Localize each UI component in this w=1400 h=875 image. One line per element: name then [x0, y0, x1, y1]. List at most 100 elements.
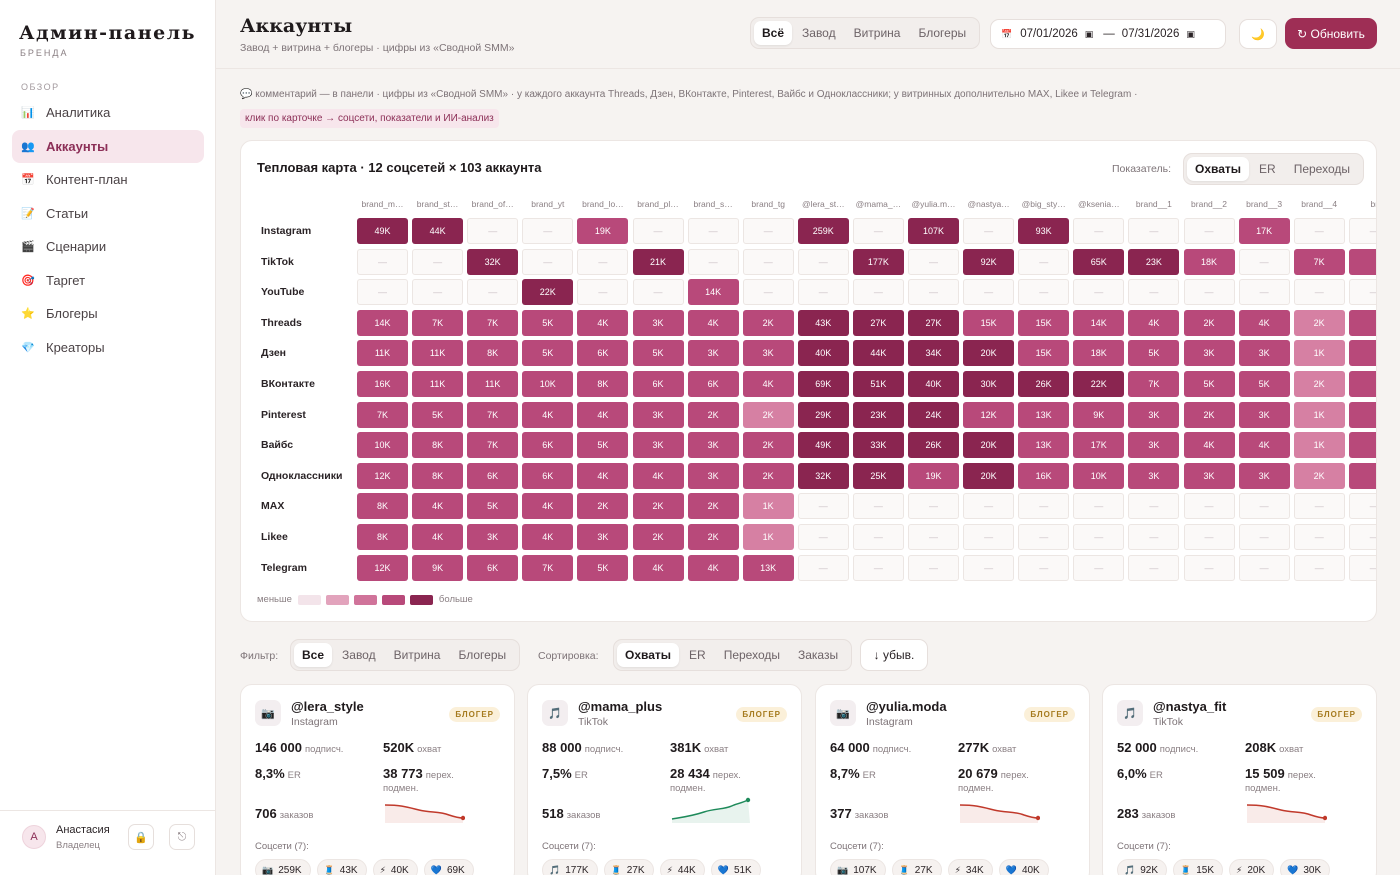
- heatmap-cell[interactable]: 27K: [852, 309, 904, 336]
- heatmap-cell[interactable]: —: [357, 279, 408, 306]
- heatmap-cell[interactable]: 5K: [632, 340, 684, 367]
- sort-tab-0[interactable]: Охваты: [617, 643, 680, 667]
- heatmap-cell[interactable]: 4K: [577, 462, 629, 489]
- heatmap-cell[interactable]: —: [1073, 279, 1125, 306]
- heatmap-cell[interactable]: —: [1073, 493, 1125, 520]
- heatmap-cell[interactable]: 51K: [852, 371, 904, 397]
- heatmap-cell[interactable]: —: [1073, 218, 1125, 244]
- heatmap-cell[interactable]: 22K: [1073, 371, 1125, 397]
- heatmap-cell[interactable]: 177K: [852, 248, 904, 275]
- heatmap-cell[interactable]: 4K: [742, 371, 794, 397]
- heatmap-cell[interactable]: 5K: [522, 309, 574, 336]
- heatmap-cell[interactable]: —: [1293, 279, 1345, 306]
- social-chip[interactable]: 🎵 92K: [1117, 859, 1168, 875]
- heatmap-column-header[interactable]: brand__3: [1246, 199, 1283, 209]
- heatmap-cell[interactable]: —: [577, 279, 629, 306]
- heatmap-cell[interactable]: —: [908, 554, 959, 581]
- heatmap-cell[interactable]: 3K: [577, 524, 629, 550]
- heatmap-cell[interactable]: 10K: [357, 432, 408, 459]
- heatmap-cell[interactable]: 3K: [1128, 401, 1180, 428]
- heatmap-cell[interactable]: 3K: [467, 524, 519, 550]
- heatmap-column-header[interactable]: brand_lo…: [582, 199, 624, 209]
- heatmap-cell[interactable]: —: [1018, 248, 1070, 275]
- heatmap-cell[interactable]: [1348, 401, 1376, 428]
- heatmap-cell[interactable]: —: [1018, 279, 1070, 306]
- heatmap-column-header[interactable]: br: [1370, 199, 1376, 209]
- heatmap-cell[interactable]: 5K: [522, 340, 574, 367]
- heatmap-cell[interactable]: —: [1018, 554, 1070, 581]
- heatmap-cell[interactable]: 44K: [412, 218, 464, 244]
- heatmap-cell[interactable]: 2K: [687, 524, 739, 550]
- heatmap-cell[interactable]: —: [1183, 524, 1235, 550]
- heatmap-cell[interactable]: 8K: [412, 432, 464, 459]
- heatmap-column-header[interactable]: @yulia.m…: [911, 199, 956, 209]
- heatmap-cell[interactable]: 43K: [797, 309, 849, 336]
- heatmap-column-header[interactable]: brand__2: [1191, 199, 1227, 209]
- heatmap-cell[interactable]: 11K: [357, 340, 408, 367]
- social-chip[interactable]: ⚡ 44K: [659, 859, 705, 875]
- heatmap-cell[interactable]: 2K: [742, 432, 794, 459]
- heatmap-cell[interactable]: —: [632, 279, 684, 306]
- social-chip[interactable]: 💙 51K: [710, 859, 761, 875]
- heatmap-cell[interactable]: —: [908, 524, 959, 550]
- heatmap-cell[interactable]: —: [522, 218, 574, 244]
- account-card[interactable]: 📷 @yulia.moda Instagram БЛОГЕР 64 000 подписч…: [815, 684, 1090, 875]
- heatmap-cell[interactable]: —: [1073, 524, 1125, 550]
- heatmap-cell[interactable]: 32K: [797, 462, 849, 489]
- heatmap-cell[interactable]: 5K: [467, 493, 519, 520]
- heatmap-column-header[interactable]: @mama_…: [855, 199, 902, 209]
- social-chip[interactable]: 📷 107K: [830, 859, 886, 875]
- heatmap-cell[interactable]: 27K: [908, 309, 959, 336]
- heatmap-cell[interactable]: 19K: [908, 462, 959, 489]
- refresh-button[interactable]: ↻ Обновить: [1285, 18, 1377, 49]
- heatmap-cell[interactable]: 26K: [908, 432, 959, 459]
- heatmap-cell[interactable]: 3K: [1128, 462, 1180, 489]
- sidebar-item-3[interactable]: 📝 Статьи: [12, 197, 204, 230]
- heatmap-cell[interactable]: 8K: [357, 493, 408, 520]
- heatmap-cell[interactable]: —: [1293, 524, 1345, 550]
- heatmap-column-header[interactable]: brand_tg: [751, 199, 785, 209]
- heatmap-cell[interactable]: 20K: [963, 432, 1015, 459]
- heatmap-column-header[interactable]: brand_pl…: [637, 199, 679, 209]
- sidebar-item-2[interactable]: 📅 Контент-план: [12, 163, 204, 196]
- heatmap-cell[interactable]: 4K: [1183, 432, 1235, 459]
- social-chip[interactable]: 💙 30K: [1280, 859, 1331, 875]
- heatmap-cell[interactable]: —: [1238, 279, 1290, 306]
- heatmap-cell[interactable]: 7K: [467, 309, 519, 336]
- sort-tab-2[interactable]: Переходы: [723, 648, 780, 662]
- heatmap-cell[interactable]: 3K: [1183, 462, 1235, 489]
- social-chip[interactable]: 💙 69K: [423, 859, 474, 875]
- heatmap-cell[interactable]: —: [908, 493, 959, 520]
- heatmap-cell[interactable]: 3K: [1238, 462, 1290, 489]
- heatmap-cell[interactable]: 259K: [797, 218, 849, 244]
- heatmap-cell[interactable]: —: [963, 218, 1015, 244]
- heatmap-cell[interactable]: 3K: [687, 340, 739, 367]
- heatmap-cell[interactable]: —: [1128, 493, 1180, 520]
- heatmap-cell[interactable]: 6K: [687, 371, 739, 397]
- heatmap-cell[interactable]: —: [1128, 218, 1180, 244]
- heatmap-cell[interactable]: 18K: [1073, 340, 1125, 367]
- sidebar-item-4[interactable]: 🎬 Сценарии: [12, 230, 204, 263]
- heatmap-cell[interactable]: 4K: [687, 554, 739, 581]
- heatmap-column-header[interactable]: @nastya…: [967, 199, 1010, 209]
- filter-tab-1[interactable]: Завод: [342, 648, 376, 662]
- date-to[interactable]: 07/31/2026: [1121, 28, 1180, 40]
- metric-tab-2[interactable]: Переходы: [1293, 162, 1350, 176]
- heatmap-cell[interactable]: —: [852, 493, 904, 520]
- filter-tab-0[interactable]: Все: [294, 643, 333, 667]
- heatmap-cell[interactable]: 2K: [1293, 462, 1345, 489]
- heatmap-cell[interactable]: —: [963, 493, 1015, 520]
- sort-tab-1[interactable]: ER: [689, 648, 706, 662]
- heatmap-cell[interactable]: 5K: [1183, 371, 1235, 397]
- scope-tab-3[interactable]: Блогеры: [918, 26, 967, 40]
- heatmap-cell[interactable]: 1K: [1293, 432, 1345, 459]
- heatmap-cell[interactable]: —: [852, 218, 904, 244]
- heatmap-cell[interactable]: 3K: [687, 462, 739, 489]
- sort-order-button[interactable]: ↓ убыв.: [860, 639, 928, 671]
- heatmap-cell[interactable]: —: [1348, 524, 1376, 550]
- heatmap-cell[interactable]: 6K: [577, 340, 629, 367]
- heatmap-cell[interactable]: 18K: [1183, 248, 1235, 275]
- heatmap-cell[interactable]: —: [742, 279, 794, 306]
- heatmap-cell[interactable]: 7K: [412, 309, 464, 336]
- heatmap-cell[interactable]: —: [1018, 493, 1070, 520]
